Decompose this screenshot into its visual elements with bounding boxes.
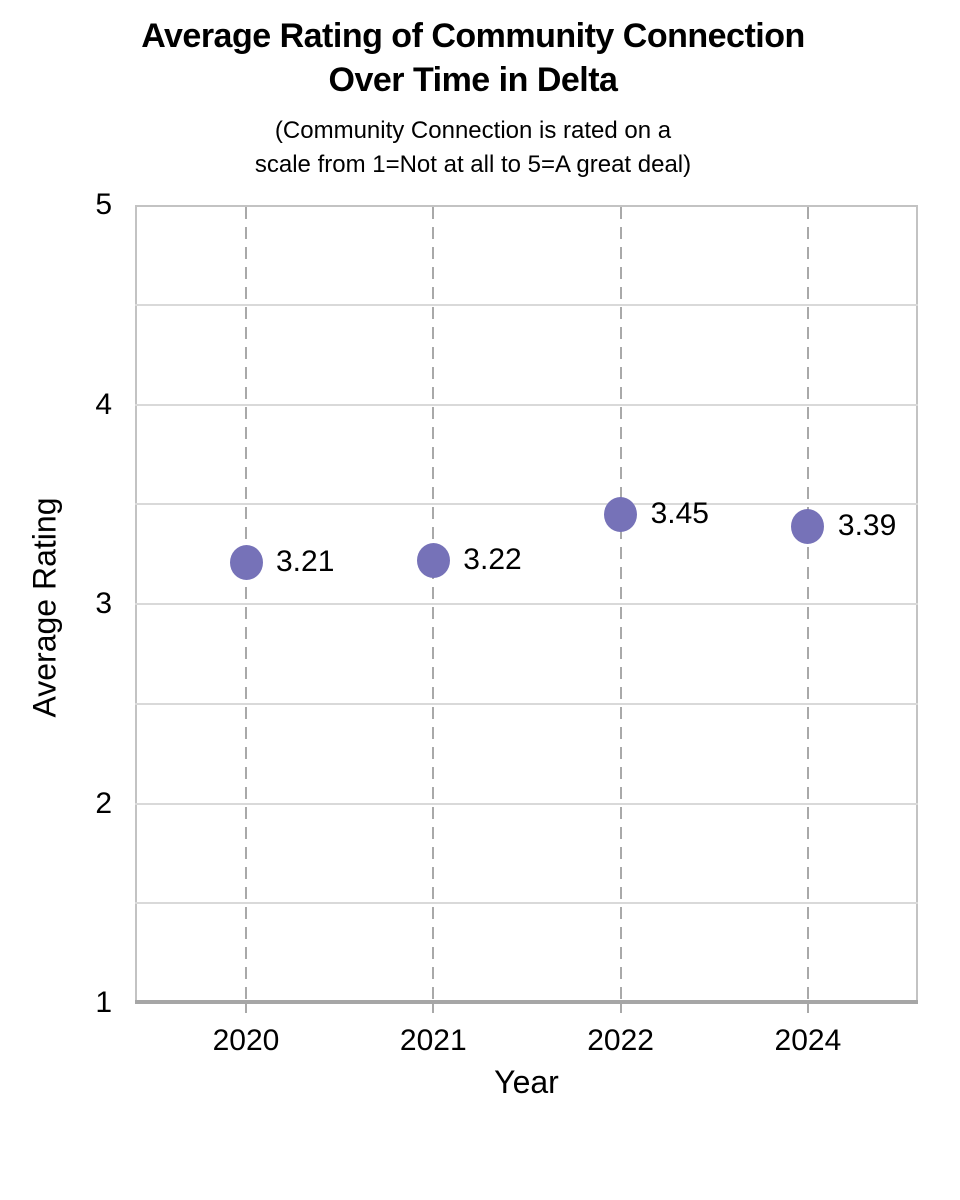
horizontal-gridline	[135, 603, 918, 605]
chart-subtitle-line1: (Community Connection is rated on a	[274, 117, 672, 144]
x-axis-tick	[432, 1004, 435, 1013]
y-axis-title: Average Rating	[26, 497, 63, 718]
horizontal-gridline	[135, 902, 918, 905]
x-tick-label: 2021	[399, 1024, 467, 1057]
y-tick-label: 5	[95, 188, 112, 221]
data-point-label: 3.45	[650, 497, 709, 531]
horizontal-gridline	[135, 702, 918, 705]
y-tick-label: 3	[95, 587, 112, 620]
vertical-dashed-gridline	[806, 207, 809, 1003]
x-axis-line	[135, 1000, 918, 1004]
data-point-label: 3.22	[463, 543, 522, 577]
x-axis-tick	[245, 1004, 247, 1013]
x-axis-title: Year	[494, 1064, 559, 1100]
chart-title-line2: Over Time in Delta	[328, 61, 618, 99]
data-point-2022	[604, 496, 638, 532]
x-axis-tick	[619, 1004, 622, 1013]
x-tick-label: 2022	[587, 1024, 654, 1057]
horizontal-gridline	[135, 503, 918, 506]
vertical-dashed-gridline	[432, 207, 435, 1003]
horizontal-gridline	[135, 802, 918, 805]
data-point-label: 3.21	[276, 545, 335, 579]
chart-subtitle-line2: scale from 1=Not at all to 5=A great dea…	[254, 151, 692, 178]
chart-subtitle: (Community Connection is rated on a scal…	[0, 114, 946, 182]
y-tick-label: 1	[95, 986, 112, 1019]
chart-title-line1: Average Rating of Community Connection	[141, 17, 805, 55]
data-point-label: 3.39	[837, 509, 897, 543]
data-point-2024	[791, 508, 825, 544]
horizontal-gridline	[135, 303, 918, 306]
x-axis-tick	[806, 1004, 809, 1013]
y-tick-label: 4	[95, 387, 112, 421]
vertical-dashed-gridline	[245, 207, 247, 1003]
data-point-2021	[416, 542, 450, 578]
vertical-dashed-gridline	[619, 207, 622, 1003]
y-tick-label: 2	[95, 786, 112, 820]
data-point-2020	[229, 544, 263, 580]
horizontal-gridline	[135, 403, 918, 406]
x-tick-label: 2024	[774, 1024, 842, 1057]
chart-title: Average Rating of Community Connection O…	[0, 14, 946, 102]
x-tick-label: 2020	[212, 1024, 280, 1057]
